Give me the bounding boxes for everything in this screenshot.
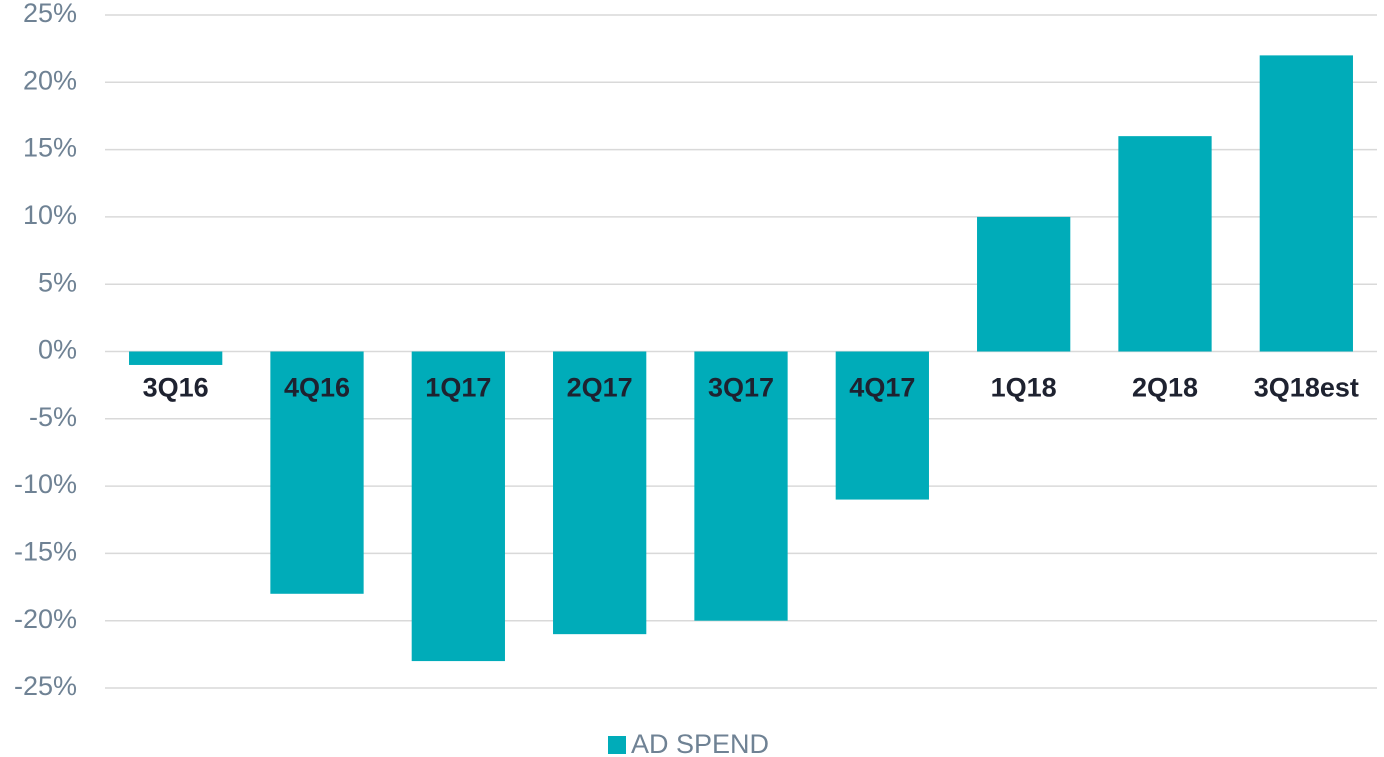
x-tick-label: 2Q17 [567,373,633,403]
y-tick-label: 0% [38,335,77,365]
y-tick-label: -10% [14,469,77,499]
bar [411,351,505,662]
y-tick-label: 5% [38,267,77,297]
x-tick-label: 3Q18est [1254,373,1359,403]
x-tick-label: 1Q18 [991,373,1057,403]
y-tick-label: -5% [29,402,77,432]
y-tick-label: -20% [14,604,77,634]
y-tick-label: 20% [23,65,77,95]
y-tick-label: 10% [23,200,77,230]
x-tick-label: 4Q16 [284,373,350,403]
legend-label: AD SPEND [631,729,769,757]
bar [270,351,364,594]
x-tick-label: 3Q17 [708,373,774,403]
bar [553,351,647,635]
x-tick-label: 4Q17 [849,373,915,403]
x-tick-label: 3Q16 [143,373,209,403]
bar [835,351,929,500]
legend-swatch [608,736,626,754]
y-tick-label: -15% [14,537,77,567]
bar [129,351,223,365]
x-tick-label: 1Q17 [425,373,491,403]
bar [1118,136,1212,352]
x-tick-label: 2Q18 [1132,373,1198,403]
y-tick-label: -25% [14,671,77,701]
bar [977,216,1071,352]
bar [694,351,788,621]
y-tick-label: 25% [23,0,77,28]
y-tick-label: 15% [23,133,77,163]
bar [1259,55,1353,352]
